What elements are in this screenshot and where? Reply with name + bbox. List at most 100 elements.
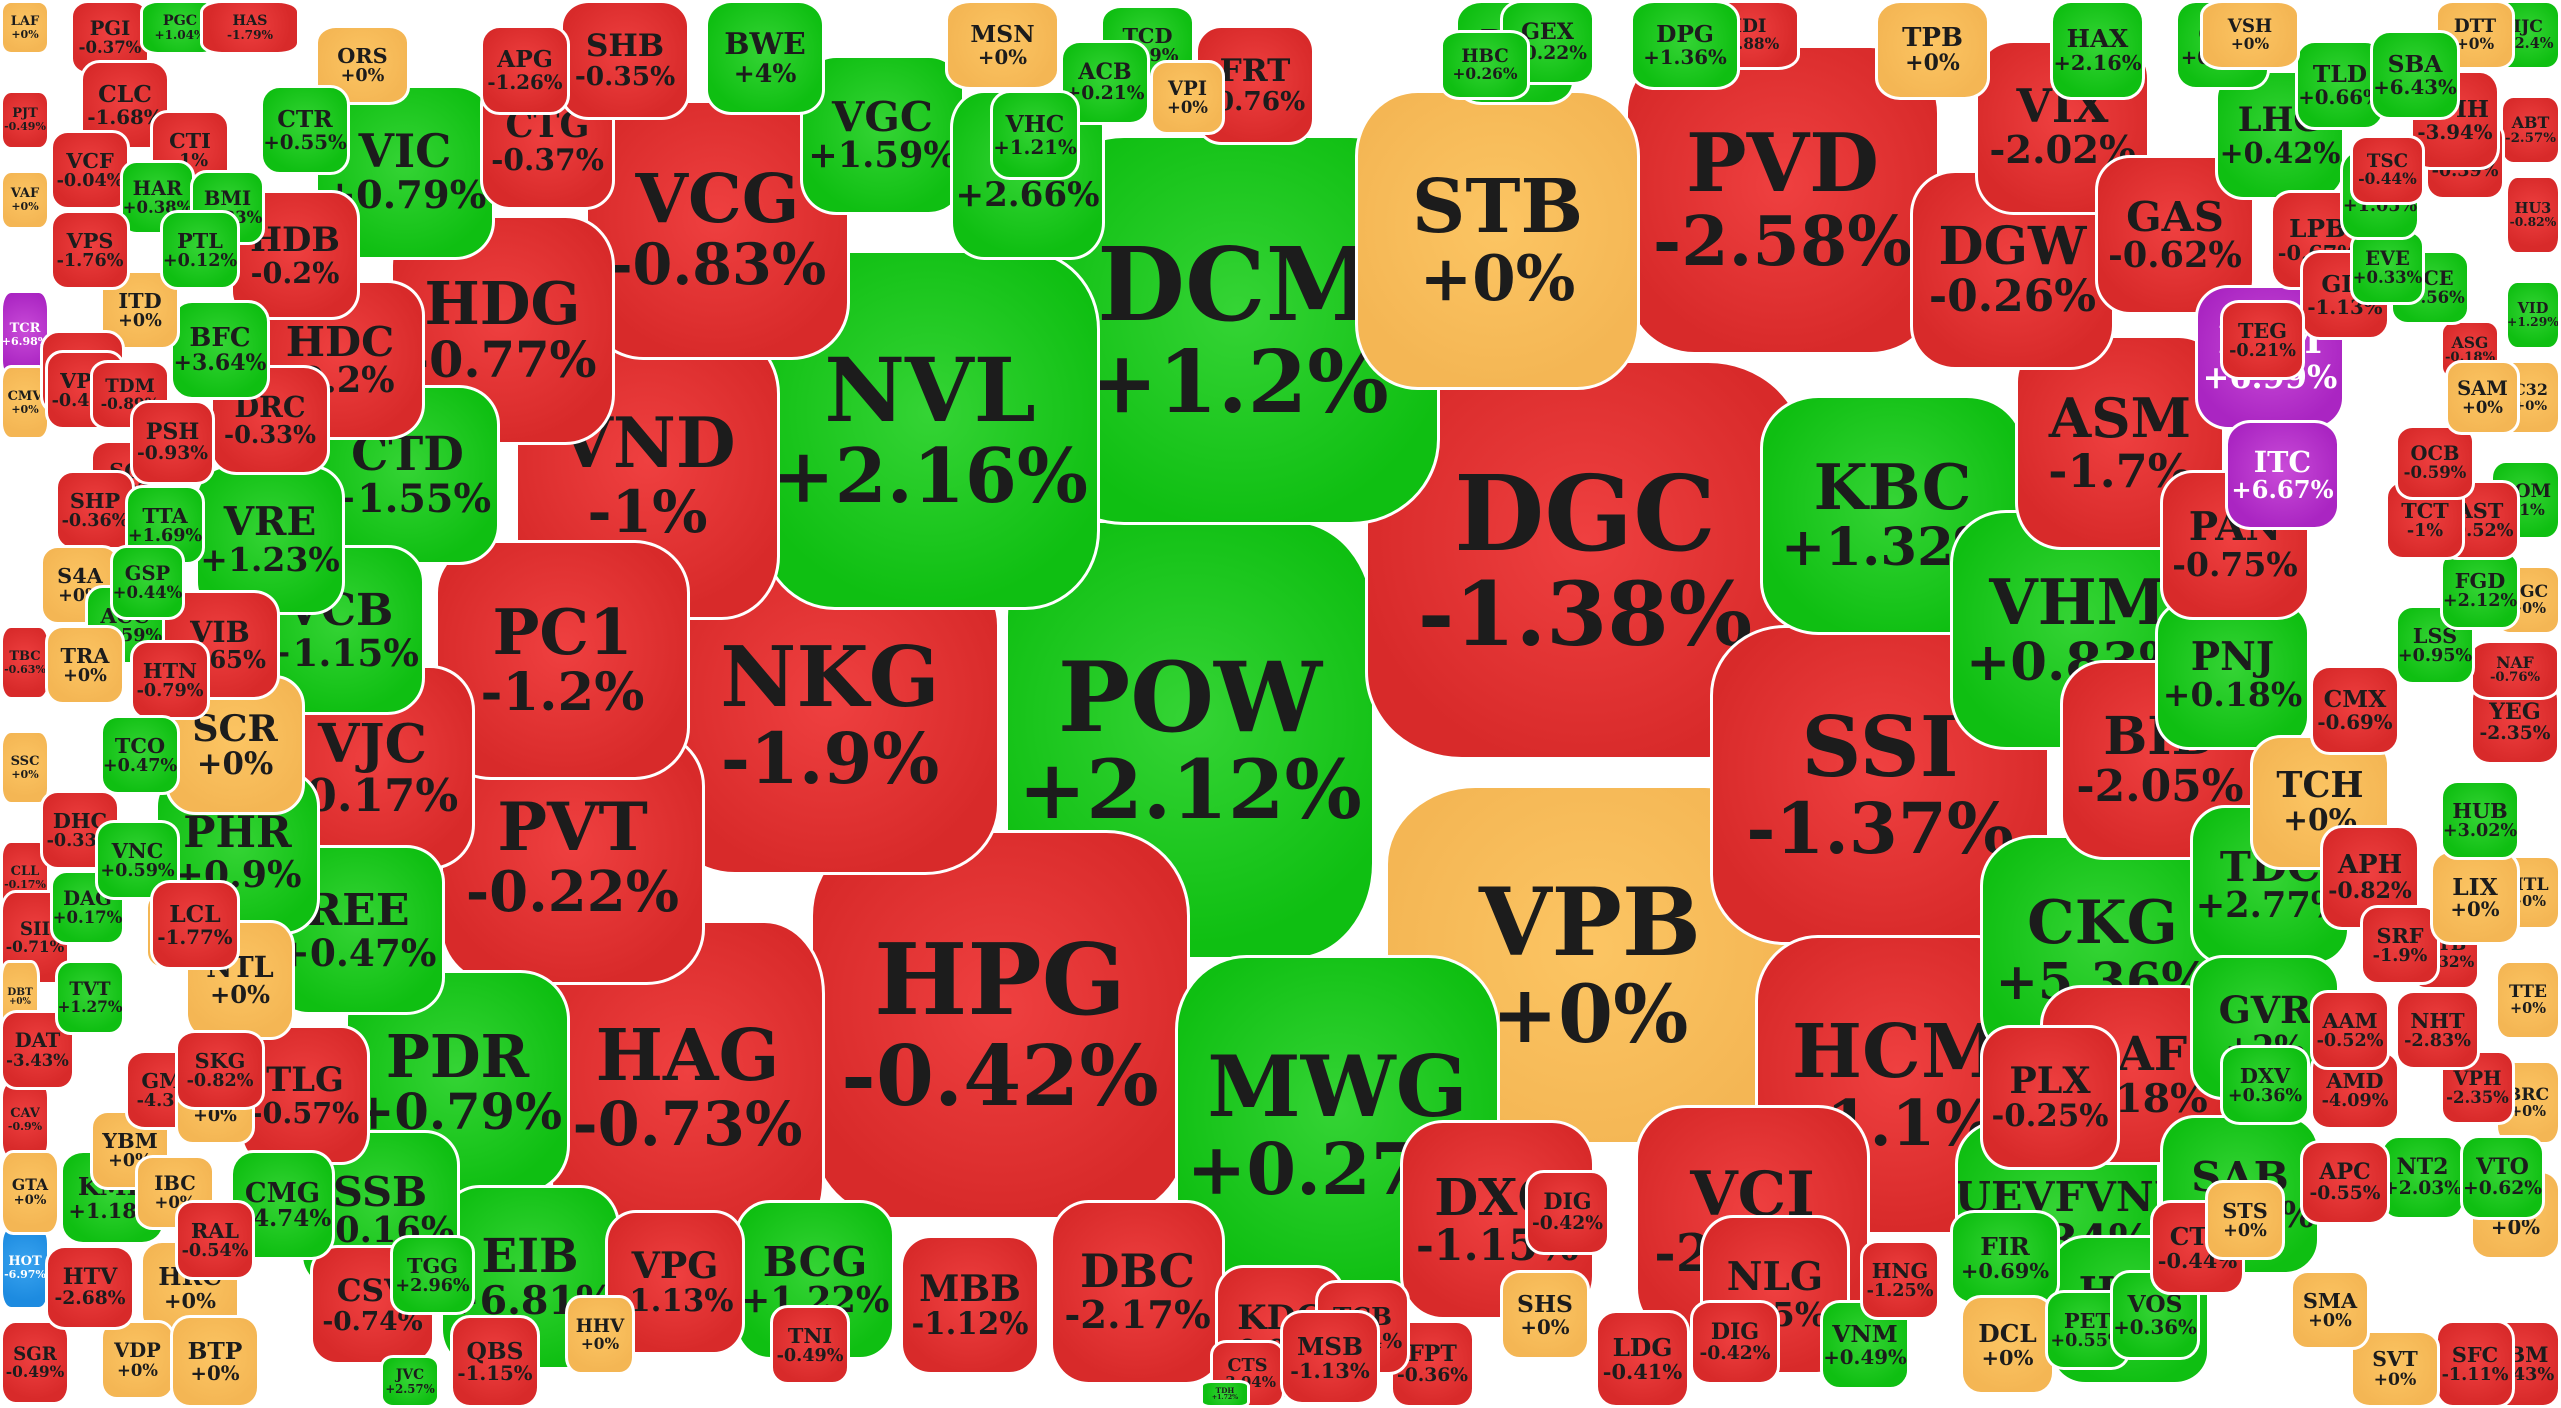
ticker-cell-ral[interactable]: RAL -0.54% <box>175 1200 255 1280</box>
ticker-cell-dpg[interactable]: DPG +1.36% <box>1630 0 1740 90</box>
ticker-cell-vto[interactable]: VTO +0.62% <box>2460 1135 2545 1220</box>
ticker-cell-itc[interactable]: ITC +6.67% <box>2225 420 2340 530</box>
ticker-cell-lix[interactable]: LIX +0% <box>2430 850 2520 945</box>
ticker-cell-apc[interactable]: APC -0.55% <box>2300 1140 2390 1225</box>
ticker-cell-nt2[interactable]: NT2 +2.03% <box>2380 1135 2465 1220</box>
ticker-cell-hbc[interactable]: HBC +0.26% <box>1440 30 1530 100</box>
ticker-cell-fir[interactable]: FIR +0.69% <box>1950 1210 2060 1305</box>
ticker-cell-nvl[interactable]: NVL +2.16% <box>760 250 1100 610</box>
ticker-cell-mbb[interactable]: MBB -1.12% <box>900 1235 1040 1375</box>
ticker-cell-hot[interactable]: HOT -6.97% <box>0 1225 50 1310</box>
ticker-cell-stb[interactable]: STB +0% <box>1355 90 1640 390</box>
ticker-cell-dbc[interactable]: DBC -2.17% <box>1050 1200 1225 1385</box>
ticker-cell-pnj[interactable]: PNJ +0.18% <box>2155 600 2310 750</box>
ticker-cell-vid[interactable]: VID +1.29% <box>2505 280 2561 350</box>
ticker-cell-vnm[interactable]: VNM +0.49% <box>1820 1300 1910 1390</box>
ticker-cell-mwg[interactable]: MWG +0.27% <box>1175 955 1500 1295</box>
ticker-cell-pjt[interactable]: PJT -0.49% <box>0 90 50 150</box>
ticker-cell-dat[interactable]: DAT -3.43% <box>0 1010 75 1090</box>
ticker-cell-tgg[interactable]: TGG +2.96% <box>390 1235 475 1315</box>
ticker-cell-srf[interactable]: SRF -1.9% <box>2360 905 2440 985</box>
ticker-cell-sam[interactable]: SAM +0% <box>2445 360 2520 435</box>
ticker-cell-tdh[interactable]: TDH +1.72% <box>1200 1380 1250 1408</box>
ticker-cell-ree[interactable]: REE +0.47% <box>270 845 445 1015</box>
ticker-cell-msn[interactable]: MSN +0% <box>945 0 1060 90</box>
ticker-cell-lcl[interactable]: LCL -1.77% <box>150 880 240 970</box>
ticker-cell-vcg[interactable]: VCG -0.83% <box>585 100 850 360</box>
ticker-cell-hpg[interactable]: HPG -0.42% <box>810 830 1190 1220</box>
ticker-cell-vhc[interactable]: VHC +1.21% <box>990 90 1080 180</box>
ticker-cell-teg[interactable]: TEG -0.21% <box>2220 300 2305 380</box>
ticker-cell-plx[interactable]: PLX -0.25% <box>1980 1025 2120 1170</box>
ticker-cell-sgr[interactable]: SGR -0.49% <box>0 1320 70 1405</box>
ticker-cell-bfc[interactable]: BFC +3.64% <box>170 300 270 400</box>
ticker-cell-jvc[interactable]: JVC +2.57% <box>380 1355 440 1408</box>
ticker-cell-vgc[interactable]: VGC +1.59% <box>800 55 965 215</box>
ticker-cell-ptl[interactable]: PTL +0.12% <box>160 210 240 290</box>
ticker-cell-hng[interactable]: HNG -1.25% <box>1860 1240 1940 1320</box>
ticker-cell-ijc[interactable]: IJC +2.4% <box>2495 0 2561 70</box>
ticker-cell-gta[interactable]: GTA +0% <box>0 1150 60 1235</box>
ticker-cell-dxv[interactable]: DXV +0.36% <box>2220 1045 2310 1125</box>
ticker-cell-tco[interactable]: TCO +0.47% <box>100 715 180 795</box>
ticker-cell-bwe[interactable]: BWE +4% <box>705 0 825 115</box>
ticker-cell-ldg[interactable]: LDG -0.41% <box>1595 1310 1690 1408</box>
ticker-cell-dig[interactable]: DIG -0.42% <box>1525 1170 1610 1255</box>
ticker-cell-tvt[interactable]: TVT +1.27% <box>55 960 125 1035</box>
ticker-cell-naf[interactable]: NAF -0.76% <box>2470 640 2560 700</box>
ticker-cell-abt[interactable]: ABT -2.57% <box>2500 95 2561 165</box>
ticker-cell-hub[interactable]: HUB +3.02% <box>2440 780 2520 860</box>
ticker-cell-aam[interactable]: AAM -0.52% <box>2310 990 2390 1070</box>
ticker-cell-skg[interactable]: SKG -0.82% <box>175 1030 265 1110</box>
ticker-cell-eve[interactable]: EVE +0.33% <box>2350 230 2425 305</box>
ticker-cell-dcl[interactable]: DCL +0% <box>1960 1295 2055 1395</box>
ticker-cell-vps[interactable]: VPS -1.76% <box>50 210 130 290</box>
ticker-cell-ssc[interactable]: SSC +0% <box>0 730 50 805</box>
ticker-cell-psh[interactable]: PSH -0.93% <box>130 400 215 485</box>
ticker-cell-cmx[interactable]: CMX -0.69% <box>2310 665 2400 755</box>
ticker-cell-has[interactable]: HAS -1.79% <box>200 0 300 55</box>
ticker-cell-sba[interactable]: SBA +6.43% <box>2370 30 2460 120</box>
ticker-cell-htn[interactable]: HTN -0.79% <box>130 640 210 720</box>
ticker-cell-msb[interactable]: MSB -1.13% <box>1280 1310 1380 1405</box>
ticker-cell-hag[interactable]: HAG -0.73% <box>550 920 825 1255</box>
ticker-cell-tni[interactable]: TNI -0.49% <box>770 1305 850 1385</box>
ticker-cell-btp[interactable]: BTP +0% <box>170 1315 260 1408</box>
ticker-symbol: VHC <box>1005 110 1065 139</box>
ticker-cell-qbs[interactable]: QBS -1.15% <box>450 1315 540 1408</box>
ticker-cell-shb[interactable]: SHB -0.35% <box>560 0 690 120</box>
ticker-cell-ctr[interactable]: CTR +0.55% <box>260 85 350 175</box>
ticker-cell-sts[interactable]: STS +0% <box>2205 1180 2285 1260</box>
ticker-cell-nht[interactable]: NHT -2.83% <box>2395 990 2480 1070</box>
ticker-cell-fgd[interactable]: FGD +2.12% <box>2440 550 2520 630</box>
ticker-cell-laf[interactable]: LAF +0% <box>0 0 50 55</box>
ticker-cell-dag[interactable]: DAG +0.17% <box>50 870 125 945</box>
ticker-cell-tpb[interactable]: TPB +0% <box>1875 0 1990 100</box>
ticker-cell-shp[interactable]: SHP -0.36% <box>55 470 135 550</box>
ticker-cell-vph[interactable]: VPH -2.35% <box>2440 1050 2515 1125</box>
ticker-cell-vpi[interactable]: VPI +0% <box>1150 60 1225 135</box>
ticker-cell-pc1[interactable]: PC1 -1.2% <box>435 540 690 780</box>
ticker-cell-acb[interactable]: ACB +0.21% <box>1060 40 1150 125</box>
ticker-cell-tra[interactable]: TRA +0% <box>45 625 125 705</box>
ticker-cell-cav[interactable]: CAV -0.9% <box>0 1080 50 1160</box>
ticker-cell-sma[interactable]: SMA +0% <box>2290 1270 2370 1350</box>
ticker-cell-vaf[interactable]: VAF +0% <box>0 170 50 230</box>
ticker-cell-tte[interactable]: TTE +0% <box>2495 960 2561 1040</box>
ticker-cell-htv[interactable]: HTV -2.68% <box>45 1245 135 1330</box>
ticker-cell-sfc[interactable]: SFC -1.11% <box>2435 1320 2515 1408</box>
ticker-cell-vcf[interactable]: VCF -0.04% <box>50 130 130 210</box>
ticker-cell-tsc[interactable]: TSC -0.44% <box>2350 135 2425 205</box>
ticker-cell-vsh[interactable]: VSH +0% <box>2200 0 2300 70</box>
ticker-cell-vdp[interactable]: VDP +0% <box>100 1320 175 1400</box>
ticker-cell-hax[interactable]: HAX +2.16% <box>2050 0 2145 100</box>
ticker-cell-dig[interactable]: DIG -0.42% <box>1690 1300 1780 1385</box>
ticker-cell-vpg[interactable]: VPG -1.13% <box>605 1210 745 1355</box>
ticker-cell-shs[interactable]: SHS +0% <box>1500 1270 1590 1360</box>
ticker-cell-hu3[interactable]: HU3 -0.82% <box>2505 175 2561 255</box>
ticker-cell-hhv[interactable]: HHV +0% <box>565 1295 635 1375</box>
ticker-cell-gsp[interactable]: GSP +0.44% <box>110 545 185 620</box>
ticker-cell-apg[interactable]: APG -1.26% <box>480 25 570 115</box>
ticker-cell-ocb[interactable]: OCB -0.59% <box>2395 425 2475 500</box>
ticker-cell-tbc[interactable]: TBC -0.63% <box>0 625 50 700</box>
